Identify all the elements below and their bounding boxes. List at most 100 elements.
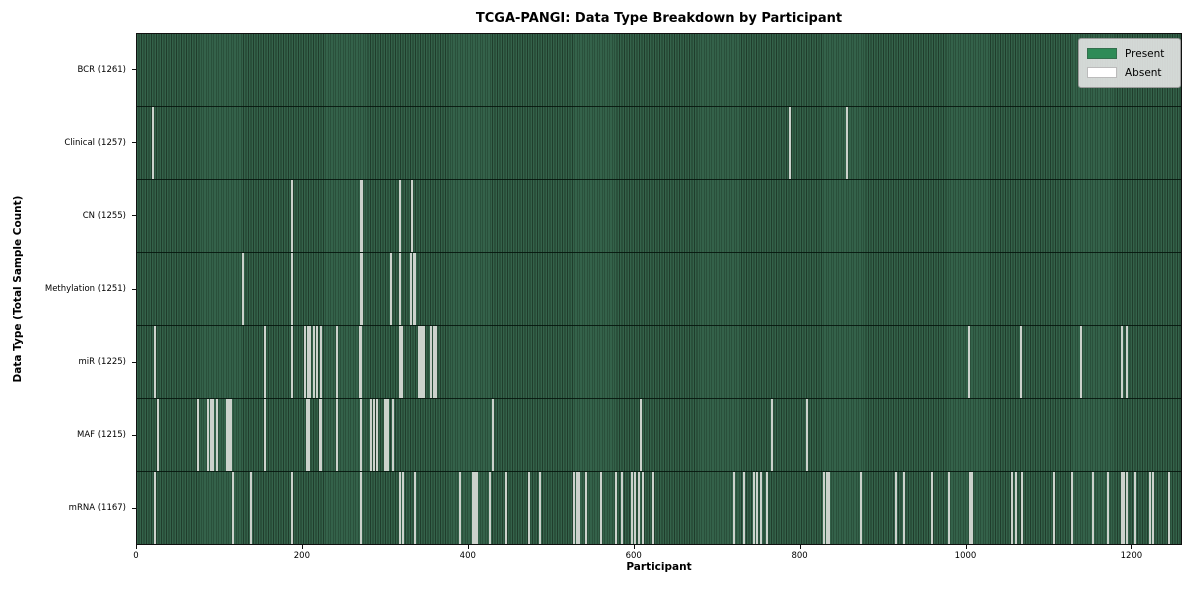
absent-cell [435,326,438,398]
absent-cell [306,326,309,398]
absent-cell [1148,472,1151,544]
absent-cell [242,253,245,325]
y-tick-mark [132,288,136,290]
absent-cell [335,399,338,471]
absent-cell [505,472,508,544]
absent-cell [743,472,746,544]
y-tick-label: MAF (1215) [76,430,126,441]
x-tick-mark [136,545,137,549]
absent-cell [970,472,973,544]
y-tick-label: Clinical (1257) [64,137,126,148]
x-tick-mark [799,545,801,549]
y-tick-mark [132,434,136,436]
heatmap-row-clinical [137,107,1181,180]
absent-cell [642,472,645,544]
absent-cell [387,399,390,471]
absent-cell [376,399,379,471]
absent-cell [756,472,759,544]
absent-cell [1107,472,1110,544]
legend: Present Absent [1078,38,1181,88]
absent-cell [599,472,602,544]
y-tick-label: CN (1255) [82,210,126,221]
absent-cell [335,326,338,398]
absent-cell [1021,472,1024,544]
absent-cell [410,253,413,325]
absent-cell [578,472,581,544]
absent-cell [631,472,634,544]
absent-cell [1070,472,1073,544]
absent-cell [825,472,828,544]
absent-cell [1079,326,1082,398]
absent-cell [822,472,825,544]
legend-label: Absent [1125,66,1162,79]
absent-cell [319,326,322,398]
absent-cell [573,472,576,544]
absent-cell [1052,472,1055,544]
x-tick-mark [965,545,967,549]
heatmap-row-bcr [137,34,1181,107]
absent-cell [359,326,362,398]
absent-cell [315,326,318,398]
absent-cell [651,472,654,544]
absent-cell [212,399,215,471]
absent-cell [752,472,755,544]
absent-cell [250,472,253,544]
absent-cell [575,472,578,544]
y-tick-mark [132,361,136,363]
absent-cell [1123,472,1126,544]
absent-cell [1019,326,1022,398]
absent-cell [614,472,617,544]
absent-cell [290,253,293,325]
absent-cell [360,180,363,252]
absent-cell [930,472,933,544]
absent-cell [488,472,491,544]
absent-cell [411,180,414,252]
absent-cell [639,399,642,471]
y-tick-mark [132,507,136,509]
absent-cell [894,472,897,544]
y-tick-mark [132,69,136,71]
x-tick-mark [301,545,303,549]
absent-cell [859,472,862,544]
absent-cell [805,399,808,471]
absent-cell [902,472,905,544]
absent-cell [759,472,762,544]
absent-cell [361,253,364,325]
absent-cell [1167,472,1170,544]
absent-cell [290,326,293,398]
absent-cell [154,472,157,544]
x-tick-mark [633,545,635,549]
absent-cell [1121,326,1124,398]
absent-cell [290,472,293,544]
absent-cell [423,326,426,398]
absent-cell [475,472,478,544]
absent-cell [154,326,157,398]
heatmap-row-maf [137,399,1181,472]
legend-swatch-icon [1087,67,1117,78]
absent-cell [215,399,218,471]
y-tick-label: BCR (1261) [77,64,127,75]
absent-cell [472,472,475,544]
absent-cell [492,399,495,471]
absent-cell [309,326,312,398]
x-tick-label: 800 [791,551,808,561]
absent-cell [207,399,210,471]
absent-cell [421,326,424,398]
absent-cell [771,399,774,471]
y-tick-mark [132,215,136,217]
absent-cell [414,253,417,325]
x-tick-label: 200 [293,551,311,561]
absent-cell [828,472,831,544]
absent-cell [845,107,848,179]
absent-cell [420,326,423,398]
absent-cell [733,472,736,544]
absent-cell [399,253,402,325]
absent-cell [788,107,791,179]
absent-cell [1152,472,1155,544]
absent-cell [633,472,636,544]
absent-cell [290,180,293,252]
absent-cell [1014,472,1017,544]
x-tick-mark [1131,545,1133,549]
heatmap-row-cn [137,180,1181,253]
